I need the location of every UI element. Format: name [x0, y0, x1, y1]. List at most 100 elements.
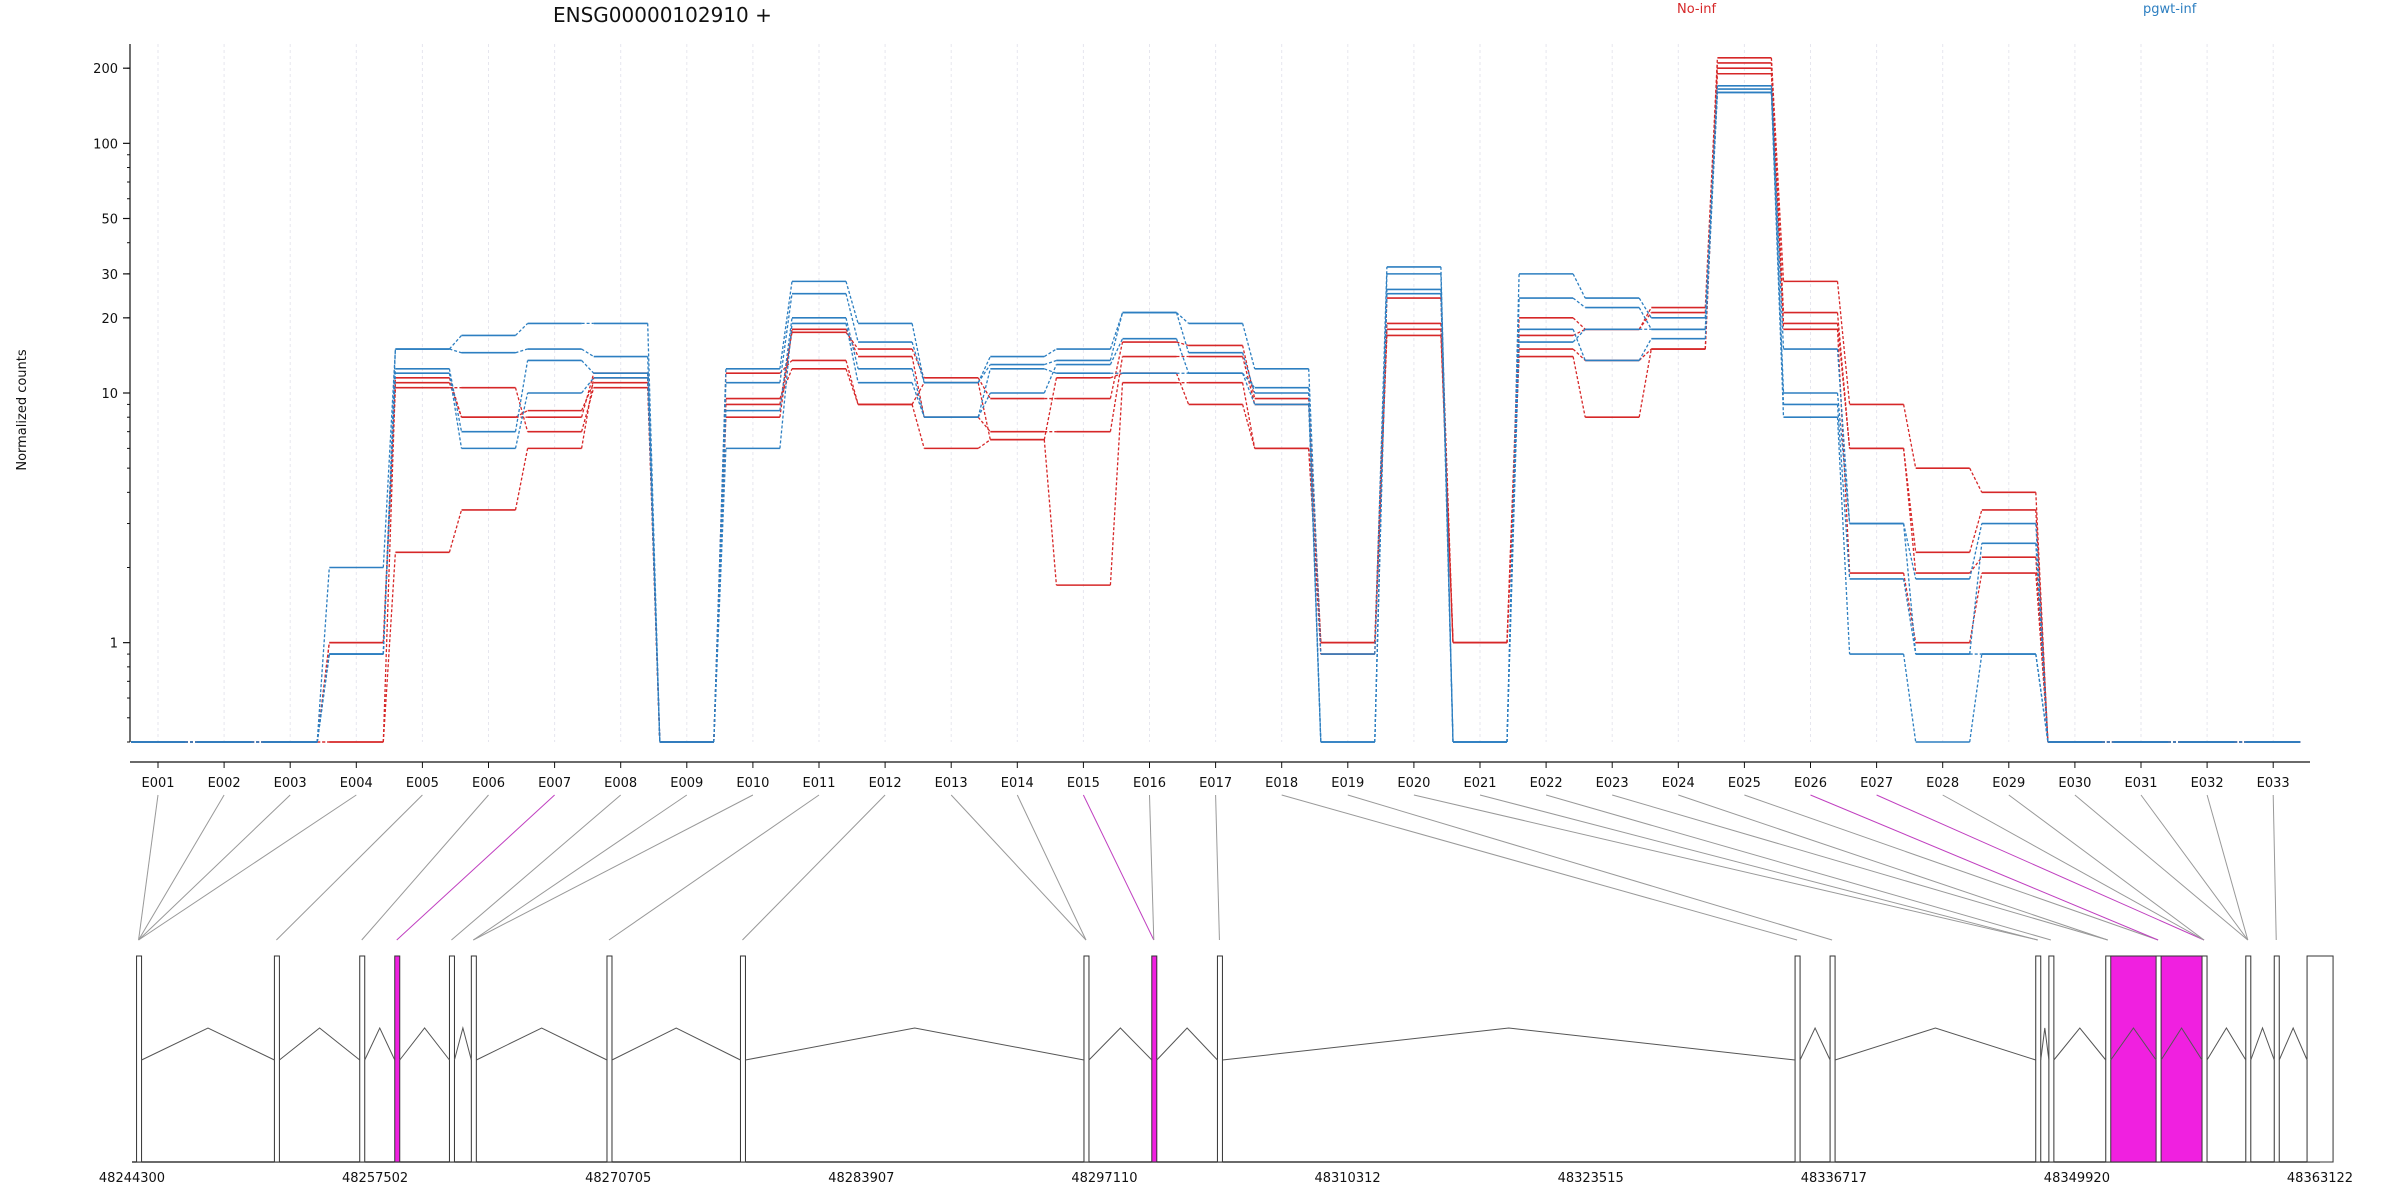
exon-connector	[1016, 794, 1087, 941]
series-connector	[316, 653, 330, 743]
series-connector	[515, 322, 529, 336]
series-connector	[1638, 297, 1652, 319]
exon-connector	[1149, 794, 1155, 941]
series-connector	[1638, 348, 1652, 361]
series-connector	[449, 348, 462, 354]
exon-connector	[1545, 794, 2052, 941]
series-connector	[515, 410, 528, 418]
genomic-tick-label: 48257502	[342, 1171, 408, 1186]
exon-connector-lines	[138, 794, 2277, 941]
series-connector	[911, 382, 925, 418]
series-connector	[1902, 523, 1917, 580]
series-connector	[779, 281, 793, 369]
genomic-tick-label: 48310312	[1314, 1171, 1380, 1186]
series-connector	[514, 392, 529, 449]
series-connector	[1308, 387, 1322, 743]
series-connector	[977, 392, 991, 418]
series-connector	[2035, 492, 2049, 743]
series-connector	[1902, 572, 1917, 643]
series-connector	[1770, 85, 1785, 350]
exon-connector	[1347, 794, 1833, 941]
series-connector	[1969, 467, 1983, 493]
series-connector	[1902, 404, 1917, 469]
x-tick-label: E013	[935, 776, 968, 791]
series-connector	[845, 317, 859, 369]
series-connector	[1572, 348, 1586, 361]
series-connector	[382, 373, 397, 655]
intron-line	[279, 1027, 361, 1061]
exon-connector	[276, 794, 423, 941]
series-connector	[382, 349, 397, 568]
series-connector	[1043, 348, 1057, 358]
exon-connector	[2074, 794, 2249, 941]
series-connector	[1175, 338, 1190, 374]
x-tick-label: E004	[340, 776, 373, 791]
x-tick-label: E001	[141, 776, 174, 791]
y-tick-label: 10	[101, 387, 118, 402]
x-tick-label: E014	[1001, 776, 1034, 791]
series-connector	[647, 377, 661, 743]
intron-line	[453, 1026, 472, 1061]
series-connector	[1836, 348, 1851, 524]
genomic-tick-label: 48270705	[585, 1171, 651, 1186]
x-tick-label: E012	[869, 776, 902, 791]
x-tick-label: E011	[802, 776, 835, 791]
series-connector	[911, 356, 925, 418]
intron-line	[745, 1027, 1085, 1061]
exon-connector	[396, 794, 555, 941]
exon-connector	[1876, 794, 2205, 941]
x-tick-label: E015	[1067, 776, 1100, 791]
series-connector	[1836, 404, 1851, 579]
intron-line	[1156, 1027, 1218, 1061]
series-connector	[1572, 273, 1586, 299]
exon-box	[606, 955, 613, 1163]
series-connector	[977, 356, 991, 383]
intron-line	[1222, 1027, 1796, 1061]
series-connector	[1043, 439, 1058, 586]
series-connector	[382, 552, 397, 743]
intron-line	[2250, 1026, 2275, 1061]
intron-line	[611, 1027, 741, 1061]
x-tick-label: E007	[538, 776, 571, 791]
exon-connector	[1678, 794, 2108, 941]
y-tick-label: 200	[93, 62, 118, 77]
series-connector	[514, 448, 529, 511]
exon-box	[470, 955, 477, 1163]
y-tick-label: 20	[101, 312, 118, 327]
series-connector	[1638, 348, 1652, 418]
exon-connector	[1413, 794, 2038, 941]
intron-line	[1834, 1027, 2036, 1061]
x-tick-label: E002	[208, 776, 241, 791]
exon-box	[739, 955, 746, 1163]
series-connector	[1902, 578, 1917, 655]
series-connector	[779, 317, 793, 411]
genomic-tick-label: 48349920	[2044, 1171, 2110, 1186]
series-connector	[1969, 509, 1983, 553]
series-connector	[1572, 328, 1586, 343]
exon-box	[2048, 955, 2055, 1163]
x-tick-label: E025	[1728, 776, 1761, 791]
exon-box	[2105, 955, 2112, 1163]
series-connector	[911, 404, 925, 449]
series-connector	[1109, 382, 1124, 586]
series-connector	[713, 410, 727, 743]
exon-connector	[742, 794, 886, 941]
series-connector	[845, 323, 859, 383]
gene-model: 48244300 48257502 48270705 48283907 48297110…	[99, 955, 2353, 1186]
series-connector	[316, 567, 330, 743]
series-connector	[1241, 356, 1256, 405]
exon-box	[2245, 955, 2252, 1163]
series-connector	[911, 341, 925, 383]
series-connector	[1241, 372, 1256, 405]
series-connector	[382, 382, 397, 743]
exon-box	[136, 955, 143, 1163]
x-tick-label: E024	[1662, 776, 1695, 791]
series-connector	[581, 360, 595, 374]
series-connector	[977, 439, 991, 449]
exon-box	[1794, 955, 1801, 1163]
series-connector	[1175, 372, 1190, 405]
genomic-tick-label: 48363122	[2287, 1171, 2353, 1186]
x-tick-label: E022	[1530, 776, 1563, 791]
series-connector	[713, 448, 727, 743]
series-connector	[514, 387, 529, 432]
